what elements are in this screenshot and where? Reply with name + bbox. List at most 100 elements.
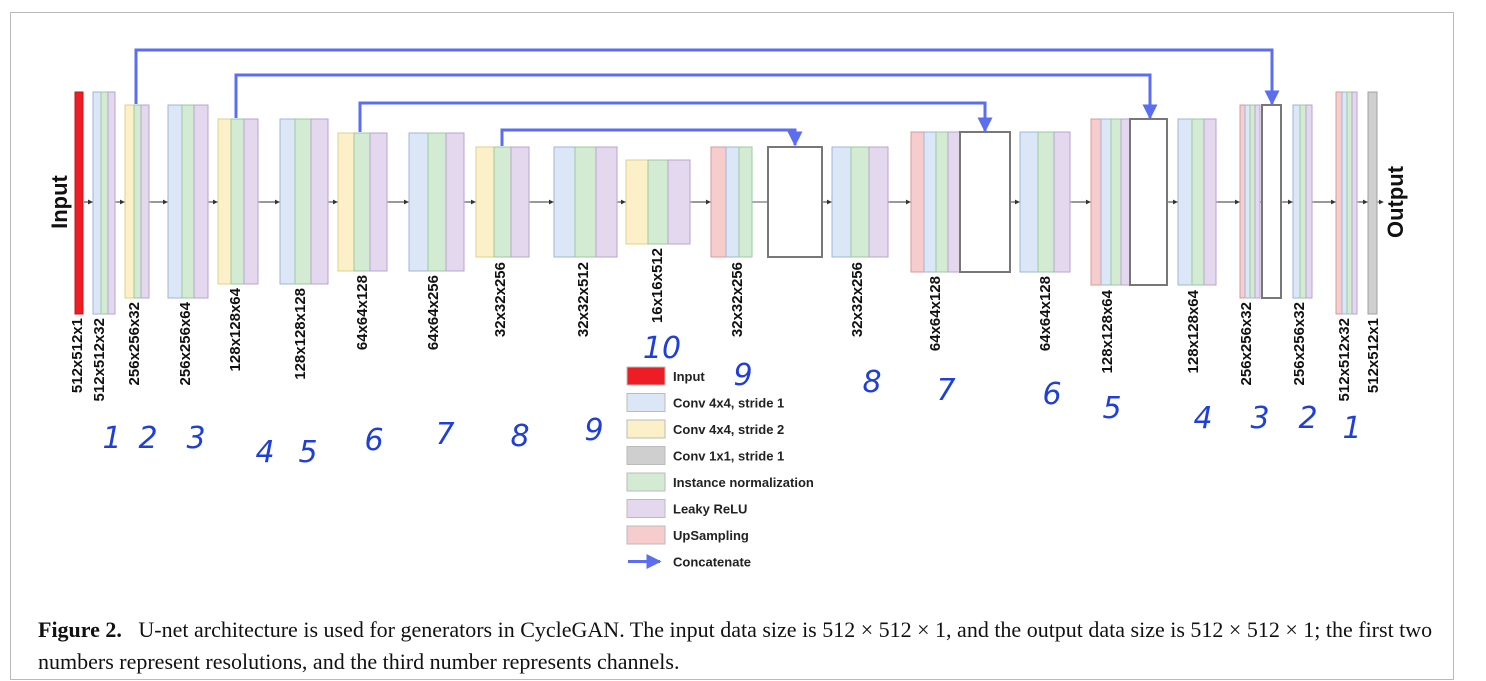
handwritten-encoder-number: 7 (435, 417, 454, 452)
layer-slice-blue (553, 146, 576, 258)
layer-slice-yel (124, 104, 135, 299)
layer-block (1019, 131, 1071, 273)
layer-slice-grn (353, 132, 371, 272)
layer-slice-pur (868, 146, 889, 258)
layer-slice-blue (92, 91, 102, 315)
layer-block (1090, 118, 1168, 286)
handwritten-decoder-number: 4 (1193, 401, 1212, 436)
legend-swatch (626, 472, 666, 492)
handwritten-encoder-number: 3 (186, 421, 205, 456)
layer-slice-blue (1177, 118, 1193, 286)
caption-label: Figure 2. (38, 617, 122, 642)
layer-slice-blue (1292, 104, 1301, 299)
layer-slice-pur (1053, 131, 1071, 273)
handwritten-encoder-number: 5 (298, 435, 317, 470)
handwritten-encoder-number: 4 (255, 435, 274, 470)
concatenated-feature-block (1261, 104, 1282, 299)
handwritten-encoder-number: 2 (138, 421, 157, 456)
skip-connections (134, 48, 1280, 147)
decoder-dimension-label: 128x128x64 (1099, 289, 1116, 373)
legend-item: Input (626, 366, 705, 386)
handwritten-decoder-number: 6 (1042, 377, 1061, 412)
layer-slice-grn (133, 104, 142, 299)
legend-item: UpSampling (626, 525, 749, 545)
layer-slice-blue (167, 104, 183, 299)
legend-item: Conv 4x4, stride 2 (626, 419, 784, 439)
layer-slice-grn (647, 159, 669, 245)
layer-block (124, 104, 150, 299)
layer-block (1292, 104, 1313, 299)
layer-slice-blue (1100, 118, 1112, 286)
layer-slice-pur (667, 159, 691, 245)
layer-slice-blue (725, 146, 740, 258)
legend-swatch (626, 499, 666, 518)
layer-block (553, 146, 618, 258)
layer-block (337, 132, 388, 272)
layer-slice-grn (1299, 104, 1307, 299)
layer-slice-pur (107, 91, 116, 315)
legend-item: Conv 1x1, stride 1 (626, 446, 784, 465)
unet-diagram: Input Output 512x512x1 512x512x32 256x256x… (47, 48, 1408, 570)
concatenated-feature-block (1129, 118, 1168, 286)
legend: Input Conv 4x4, stride 1 Conv 4x4, stride … (626, 366, 814, 570)
legend-swatch (626, 446, 666, 465)
layer-block (217, 118, 259, 285)
layer-block (625, 159, 691, 245)
layer-slice-yel (625, 159, 649, 245)
encoder-dimension-label: 128x128x128 (292, 288, 309, 380)
decoder-dimension-label: 256x256x32 (1291, 302, 1308, 385)
layer-block (408, 132, 465, 272)
layer-slice-grn (1191, 118, 1205, 286)
decoder-dimension-label: 512x512x1 (1365, 318, 1382, 393)
legend-item: Concatenate (628, 554, 751, 570)
handwritten-encoder-number: 9 (584, 413, 603, 448)
encoder-dimension-label: 512x512x1 (69, 318, 86, 393)
layer-slice-yel (475, 146, 495, 258)
layer-slice-blue (279, 118, 296, 285)
layer-slice-blue (831, 146, 852, 258)
decoder-dimension-label: 64x64x128 (927, 276, 944, 351)
handwritten-encoder-number: 8 (510, 419, 529, 454)
layer-block (475, 146, 530, 258)
legend-label: Conv 4x4, stride 1 (673, 396, 784, 411)
layer-block (831, 146, 889, 258)
figure-frame (10, 12, 1454, 680)
encoder-dimension-label: 32x32x512 (575, 262, 592, 337)
legend-item: Conv 4x4, stride 1 (626, 393, 784, 412)
layer-slice-pur (369, 132, 388, 272)
figure-caption: Figure 2. U-net architecture is used for… (38, 614, 1438, 678)
layer-block (710, 146, 823, 258)
handwritten-decoder-number: 7 (936, 373, 955, 408)
legend-label: Conv 4x4, stride 2 (673, 422, 784, 437)
layer-slice-yel (337, 132, 355, 272)
decoder-dimension-label: 512x512x32 (1336, 318, 1353, 401)
layer-slice-grn (1110, 118, 1122, 286)
layer-slice-grn (1346, 91, 1353, 315)
layer-slice-yel (217, 118, 232, 285)
layer-blocks (74, 91, 1378, 315)
handwritten-decoder-number: 3 (1250, 401, 1269, 436)
layer-slice-pur (140, 104, 150, 299)
legend-label: Leaky ReLU (673, 502, 747, 517)
layer-slice-pur (243, 118, 259, 285)
layer-slice-pur (595, 146, 618, 258)
dimension-labels: 512x512x1 512x512x32 256x256x32 256x256x64 1… (69, 248, 1382, 401)
encoder-dimension-label: 256x256x32 (126, 302, 143, 385)
layer-slice-pur (947, 131, 961, 273)
handwritten-encoder-number: 6 (364, 423, 383, 458)
legend-swatch (626, 525, 666, 545)
layer-slice-blue (408, 132, 429, 272)
layer-slice-pnk (910, 131, 925, 273)
layer-slice-gry (1367, 91, 1378, 315)
layer-slice-pur (1351, 91, 1358, 315)
layer-slice-pur (510, 146, 530, 258)
layer-slice-blue (1341, 91, 1348, 315)
layer-slice-pnk (1335, 91, 1343, 315)
layer-block (1367, 91, 1378, 315)
legend-label: Concatenate (673, 555, 751, 570)
caption-text: U-net architecture is used for generator… (38, 617, 1433, 674)
layer-slice-grn (935, 131, 949, 273)
legend-label: Instance normalization (673, 475, 814, 490)
layer-slice-pur (1305, 104, 1313, 299)
